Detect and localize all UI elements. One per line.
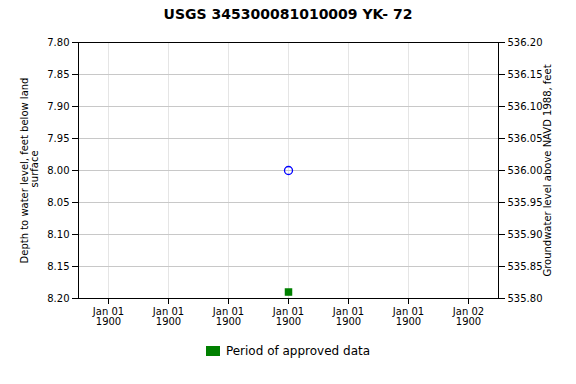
svg-text:8.05: 8.05: [47, 197, 69, 208]
svg-text:Jan 011900: Jan 011900: [272, 306, 304, 327]
svg-text:536.00: 536.00: [508, 165, 543, 176]
svg-text:Depth to water level, feet bel: Depth to water level, feet below land su…: [19, 78, 40, 264]
svg-text:Jan 011900: Jan 011900: [392, 306, 424, 327]
svg-text:536.15: 536.15: [508, 69, 543, 80]
svg-text:Jan 011900: Jan 011900: [92, 306, 124, 327]
svg-text:Jan 011900: Jan 011900: [212, 306, 244, 327]
svg-text:Jan 011900: Jan 011900: [332, 306, 364, 327]
svg-text:536.10: 536.10: [508, 101, 543, 112]
svg-text:7.85: 7.85: [47, 69, 69, 80]
svg-text:536.20: 536.20: [508, 37, 543, 48]
svg-text:8.15: 8.15: [47, 261, 69, 272]
html-text:USGS 345300081010009 YK- 72: USGS 345300081010009 YK- 72: [163, 6, 413, 22]
svg-text:Jan 021900: Jan 021900: [452, 306, 484, 327]
svg-text:535.85: 535.85: [508, 261, 543, 272]
svg-text:Groundwater level above NAVD 1: Groundwater level above NAVD 1988, feet: [542, 64, 553, 276]
svg-text:8.10: 8.10: [47, 229, 69, 240]
svg-text:7.95: 7.95: [47, 133, 69, 144]
svg-text:536.05: 536.05: [508, 133, 543, 144]
svg-text:7.90: 7.90: [47, 101, 69, 112]
html-text:Period of approved data: Period of approved data: [225, 344, 371, 358]
svg-text:535.90: 535.90: [508, 229, 543, 240]
svg-text:Jan 011900: Jan 011900: [152, 306, 184, 327]
svg-text:535.95: 535.95: [508, 197, 543, 208]
svg-text:535.80: 535.80: [508, 293, 543, 304]
svg-text:8.20: 8.20: [47, 293, 69, 304]
svg-text:8.00: 8.00: [47, 165, 69, 176]
svg-text:7.80: 7.80: [47, 37, 69, 48]
